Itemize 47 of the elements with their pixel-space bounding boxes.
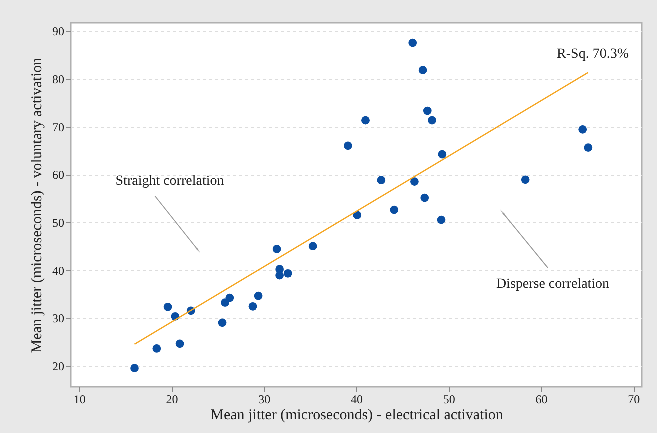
point [377,176,386,185]
annotation: R-Sq. 70.3% [557,47,630,62]
y-tick-label: 90 [52,24,64,39]
y-tick-label: 70 [52,120,64,134]
x-axis-title: Mean jitter (microseconds) - electrical activation [210,408,504,424]
point [438,150,447,159]
point [420,194,430,202]
point [578,125,588,134]
point [362,116,370,125]
point [423,106,432,116]
point [226,294,234,302]
point [390,206,399,214]
point [221,298,230,307]
y-tick-label: 80 [52,72,64,86]
point [408,38,418,48]
point [218,318,227,328]
point [418,66,428,75]
x-tick-label: 30 [258,392,271,406]
point [248,302,258,311]
point [344,142,352,150]
point [308,242,318,251]
point [584,144,593,152]
x-tick-label: 10 [74,392,86,406]
point [428,116,436,125]
y-axis-title: Mean jitter (microseconds) - voluntary activation [30,57,46,354]
annotation: Disperse correlation [496,277,610,292]
point [254,292,263,300]
point [272,245,282,254]
point [164,302,172,312]
point [152,344,162,353]
y-tick-label: 40 [52,264,64,278]
y-tick-label: 20 [52,359,64,374]
x-tick-label: 50 [443,392,456,406]
y-tick-label: 30 [52,312,64,326]
point [176,340,184,348]
x-tick-label: 20 [166,392,178,406]
point [410,178,419,186]
annotation: Straight correlation [116,174,224,189]
x-tick-label: 60 [536,392,548,406]
y-tick-label: 50 [52,216,64,230]
x-tick-label: 70 [628,392,640,406]
y-tick-label: 60 [52,168,64,182]
point [521,176,530,184]
x-tick-label: 40 [351,392,363,406]
point [437,216,446,224]
point [130,364,139,373]
point [284,269,292,278]
